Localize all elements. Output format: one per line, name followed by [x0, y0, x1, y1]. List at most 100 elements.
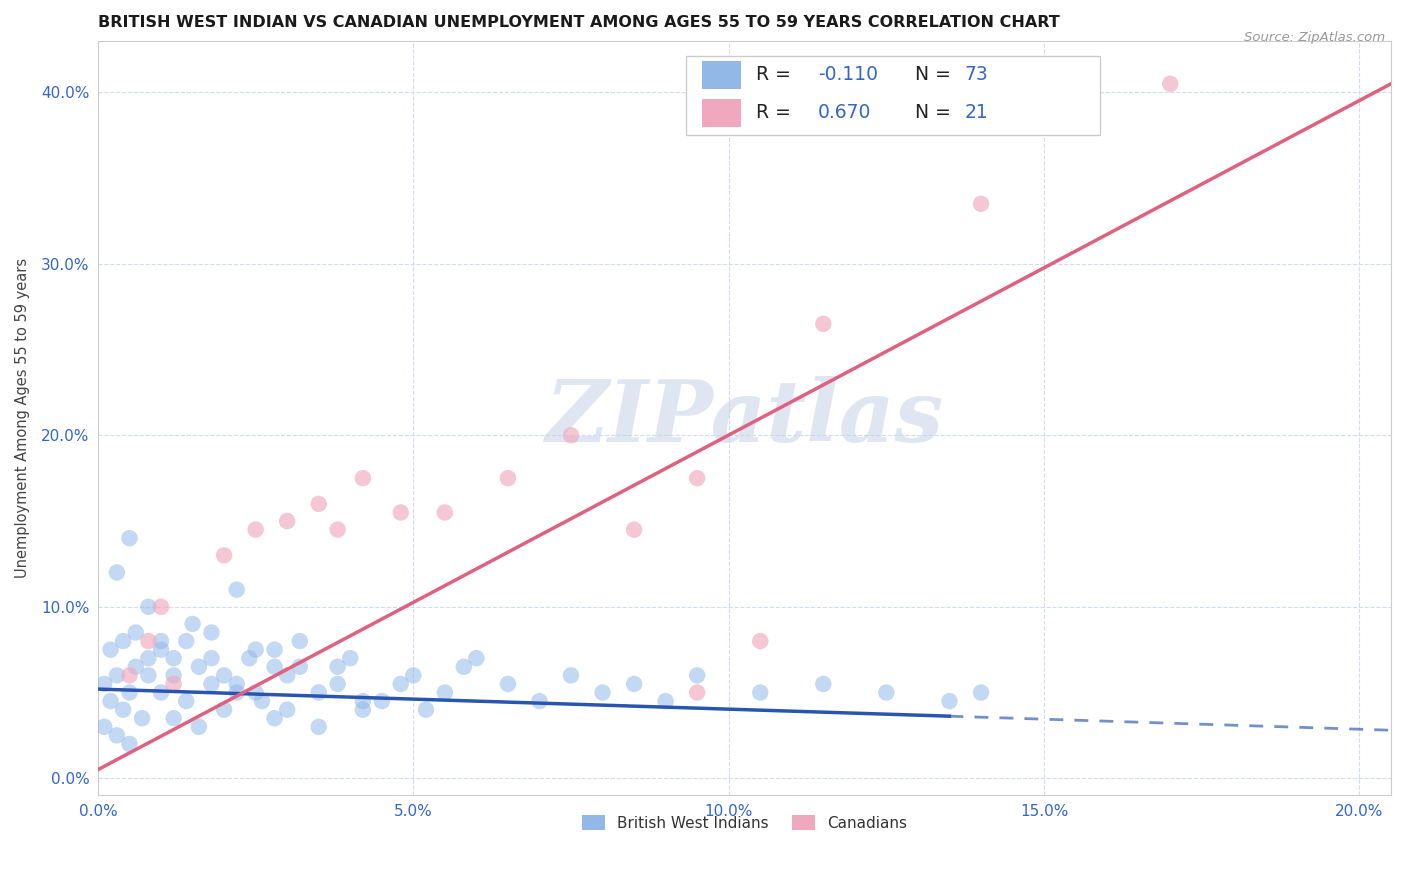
Point	[181, 616, 204, 631]
Text: Source: ZipAtlas.com: Source: ZipAtlas.com	[1244, 31, 1385, 45]
Point	[138, 599, 160, 614]
Text: R =: R =	[756, 65, 792, 85]
Point	[389, 506, 412, 520]
Point	[162, 711, 184, 725]
Point	[200, 625, 222, 640]
FancyBboxPatch shape	[686, 56, 1099, 136]
Legend: British West Indians, Canadians: British West Indians, Canadians	[576, 808, 912, 837]
Point	[592, 685, 614, 699]
Point	[118, 531, 141, 545]
Point	[162, 677, 184, 691]
Point	[138, 651, 160, 665]
Text: 73: 73	[965, 65, 988, 85]
Text: 0.670: 0.670	[818, 103, 872, 122]
Point	[813, 677, 835, 691]
Point	[105, 566, 128, 580]
Point	[225, 685, 247, 699]
Point	[187, 660, 209, 674]
Point	[560, 668, 582, 682]
Point	[938, 694, 960, 708]
Point	[749, 685, 772, 699]
Point	[276, 514, 298, 528]
Point	[623, 523, 645, 537]
Point	[686, 668, 709, 682]
Point	[112, 634, 135, 648]
Point	[496, 677, 519, 691]
Point	[389, 677, 412, 691]
Point	[465, 651, 488, 665]
FancyBboxPatch shape	[702, 61, 741, 89]
Point	[453, 660, 475, 674]
Point	[174, 694, 197, 708]
Point	[308, 685, 330, 699]
Point	[308, 720, 330, 734]
Point	[263, 642, 285, 657]
Text: ZIPatlas: ZIPatlas	[546, 376, 943, 460]
Point	[813, 317, 835, 331]
Point	[970, 685, 993, 699]
Point	[212, 668, 235, 682]
Text: N =: N =	[915, 103, 950, 122]
Point	[118, 737, 141, 751]
Point	[326, 523, 349, 537]
Text: -0.110: -0.110	[818, 65, 879, 85]
Point	[125, 625, 148, 640]
Point	[686, 471, 709, 485]
Point	[288, 660, 311, 674]
Point	[276, 703, 298, 717]
Point	[225, 582, 247, 597]
Point	[200, 677, 222, 691]
Point	[105, 728, 128, 742]
Point	[875, 685, 897, 699]
Point	[263, 660, 285, 674]
Point	[93, 677, 115, 691]
Text: R =: R =	[756, 103, 792, 122]
Point	[238, 651, 260, 665]
Point	[212, 549, 235, 563]
Point	[352, 694, 374, 708]
Point	[326, 677, 349, 691]
Point	[187, 720, 209, 734]
Point	[200, 651, 222, 665]
Point	[150, 685, 173, 699]
Point	[150, 642, 173, 657]
Point	[245, 523, 267, 537]
Point	[131, 711, 153, 725]
Point	[352, 471, 374, 485]
Point	[212, 703, 235, 717]
Point	[433, 685, 456, 699]
Point	[686, 685, 709, 699]
Point	[112, 703, 135, 717]
Point	[654, 694, 676, 708]
Point	[105, 668, 128, 682]
Point	[308, 497, 330, 511]
Point	[150, 634, 173, 648]
Point	[162, 651, 184, 665]
Point	[326, 660, 349, 674]
Text: N =: N =	[915, 65, 950, 85]
Point	[288, 634, 311, 648]
Point	[150, 599, 173, 614]
Point	[529, 694, 551, 708]
Point	[250, 694, 273, 708]
Point	[93, 720, 115, 734]
Point	[371, 694, 394, 708]
Point	[100, 694, 122, 708]
Point	[352, 703, 374, 717]
Point	[225, 677, 247, 691]
FancyBboxPatch shape	[702, 99, 741, 128]
Point	[245, 685, 267, 699]
Point	[100, 642, 122, 657]
Point	[402, 668, 425, 682]
Point	[433, 506, 456, 520]
Point	[162, 668, 184, 682]
Point	[623, 677, 645, 691]
Point	[1159, 77, 1181, 91]
Point	[970, 196, 993, 211]
Point	[496, 471, 519, 485]
Point	[749, 634, 772, 648]
Point	[263, 711, 285, 725]
Point	[138, 634, 160, 648]
Point	[339, 651, 361, 665]
Point	[560, 428, 582, 442]
